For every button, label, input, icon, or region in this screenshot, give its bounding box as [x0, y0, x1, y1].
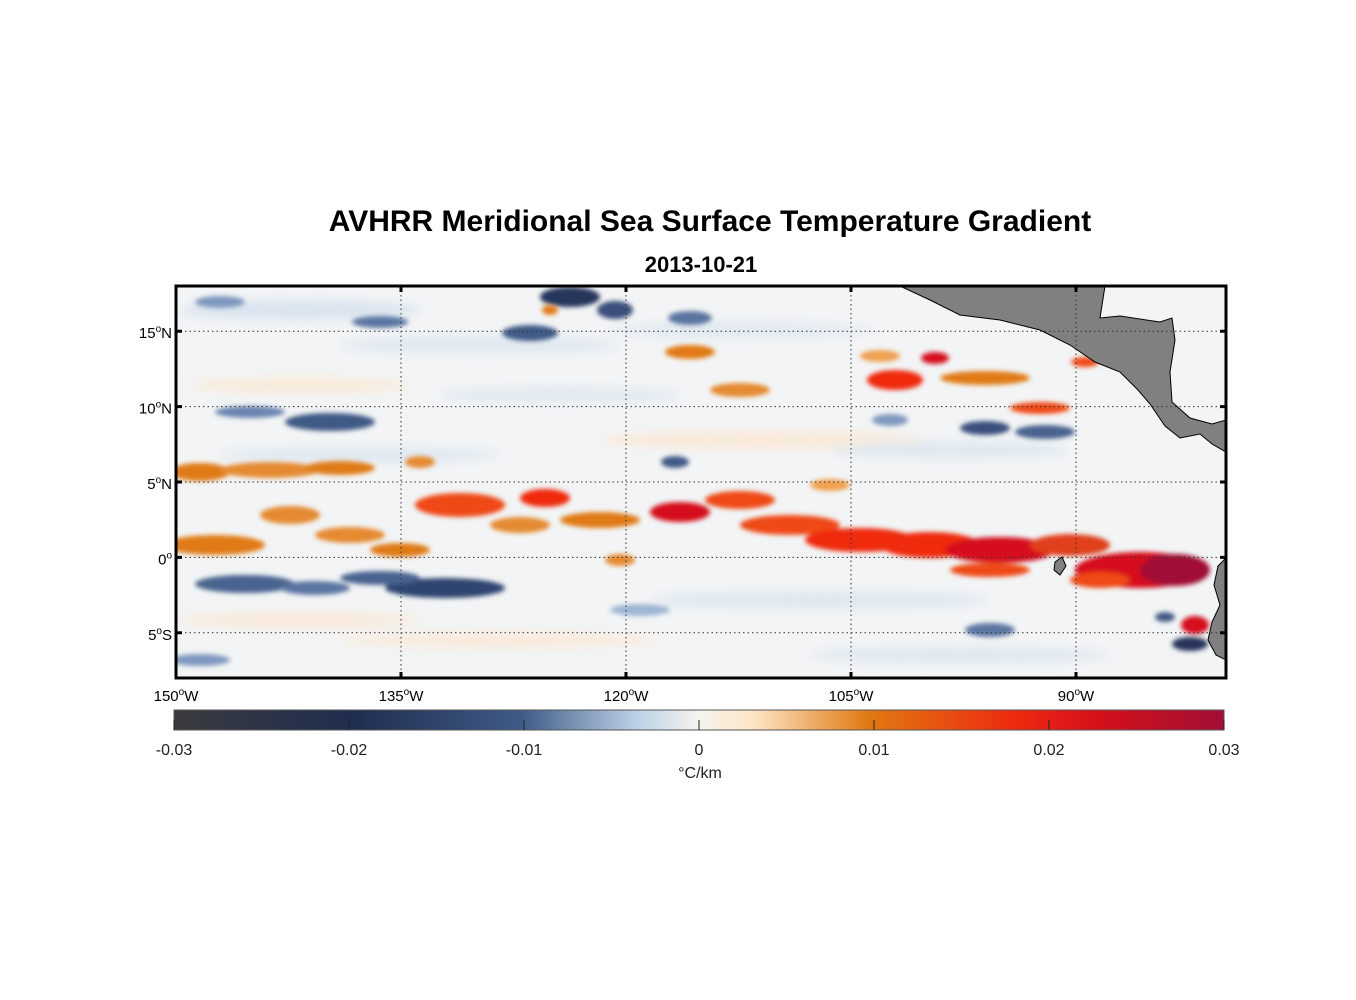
colorbar-units: °C/km	[678, 765, 722, 782]
land-central-america	[899, 286, 1226, 453]
colorbar-tick-label: 0.01	[858, 742, 889, 759]
gradient-field-light	[180, 300, 1110, 663]
lon-tick-label: 120oW	[604, 687, 650, 705]
lat-tick-label: 0o	[158, 550, 172, 568]
colorbar-tick-label: -0.03	[156, 742, 193, 759]
colorbar-tick-label: 0	[695, 742, 704, 759]
colorbar-tick-label: 0.02	[1033, 742, 1064, 759]
land-south-america	[1207, 557, 1226, 661]
land-galapagos	[1053, 556, 1067, 576]
lat-tick-label: 5oN	[147, 475, 172, 493]
lat-tick-label: 15oN	[139, 324, 172, 342]
lon-tick-label: 90oW	[1058, 687, 1095, 705]
colorbar-ticks: -0.03 -0.02 -0.01 0 0.01 0.02 0.03	[156, 720, 1240, 759]
latitude-labels: 15oN 10oN 5oN 0o 5oS	[139, 324, 173, 644]
colorbar-tick-label: -0.02	[331, 742, 368, 759]
chart-title: AVHRR Meridional Sea Surface Temperature…	[328, 205, 1092, 238]
map-ticks	[174, 286, 1226, 678]
lon-tick-label: 150oW	[154, 687, 200, 705]
longitude-labels: 150oW 135oW 120oW 105oW 90oW	[154, 687, 1095, 705]
gradient-field-negative	[176, 287, 1208, 666]
colorbar-tick-label: -0.01	[506, 742, 543, 759]
lon-tick-label: 135oW	[379, 687, 425, 705]
chart-subtitle: 2013-10-21	[644, 252, 758, 277]
lat-tick-label: 10oN	[139, 400, 172, 418]
colorbar-tick-label: 0.03	[1208, 742, 1239, 759]
lat-tick-label: 5oS	[148, 626, 172, 644]
lon-tick-label: 105oW	[829, 687, 875, 705]
